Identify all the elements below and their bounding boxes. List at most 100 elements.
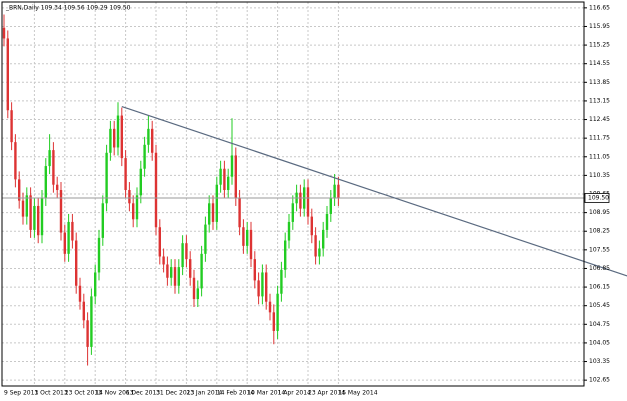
x-tick-label: 14 Feb 2014 xyxy=(217,390,255,397)
candle-body xyxy=(151,128,154,153)
candle-body xyxy=(200,253,203,289)
candle-body xyxy=(154,152,158,228)
x-tick-label: 1 Oct 2013 xyxy=(34,390,67,397)
candle-body xyxy=(56,184,59,191)
candle-body xyxy=(158,227,161,257)
y-tick-label: 102.65 xyxy=(589,377,610,384)
candle-body xyxy=(219,168,222,185)
candle-body xyxy=(82,301,85,321)
candle-body xyxy=(162,256,165,265)
x-tick-label: 31 Dec 2013 xyxy=(156,390,195,397)
candle-body xyxy=(189,259,192,278)
candle-body xyxy=(44,166,47,198)
candle-body xyxy=(120,115,123,159)
y-tick-label: 104.75 xyxy=(589,321,610,328)
candle-body xyxy=(48,150,51,167)
candle-body xyxy=(215,184,218,222)
y-tick-label: 111.05 xyxy=(589,153,610,160)
candle-body xyxy=(261,272,264,297)
candle-body xyxy=(143,144,146,169)
x-tick-label: 23 Jan 2014 xyxy=(186,390,222,397)
y-tick-label: 103.35 xyxy=(589,358,610,365)
y-tick-label: 106.85 xyxy=(589,265,610,272)
y-tick-label: 107.55 xyxy=(589,246,610,253)
candle-body xyxy=(37,205,40,236)
candle-body xyxy=(306,187,310,217)
y-tick-label: 106.15 xyxy=(589,284,610,291)
candle-body xyxy=(75,240,78,286)
candle-body xyxy=(29,195,32,230)
x-tick-label: 6 Dec 2013 xyxy=(126,390,161,397)
candle-body xyxy=(59,190,63,233)
trendline xyxy=(121,105,627,277)
x-tick-label: 10 Mar 2014 xyxy=(247,390,285,397)
x-tick-label: 15 May 2014 xyxy=(338,390,377,397)
candle-body xyxy=(6,38,9,111)
y-tick-label: 115.95 xyxy=(589,23,610,30)
candle-body xyxy=(128,190,131,204)
candle-body xyxy=(265,272,268,302)
last-price-label: 109.50 xyxy=(588,194,609,201)
candle-body xyxy=(227,176,230,191)
candle-body xyxy=(268,301,272,313)
candle-body xyxy=(322,229,325,249)
candle-body xyxy=(208,203,211,225)
candle-body xyxy=(318,248,321,257)
y-tick-label: 110.35 xyxy=(589,172,610,179)
candle-body xyxy=(124,158,127,191)
candle-body xyxy=(272,312,275,331)
candle-body xyxy=(90,296,93,347)
candle-body xyxy=(280,269,283,294)
y-tick-label: 115.25 xyxy=(589,42,610,49)
candle-body xyxy=(25,195,28,217)
x-tick-label: 23 Apr 2014 xyxy=(308,390,345,397)
x-tick-label: 9 Sep 2013 xyxy=(4,390,38,397)
candle-body xyxy=(230,155,234,177)
candle-body xyxy=(105,152,108,204)
candle-body xyxy=(192,277,196,300)
candle-body xyxy=(21,200,25,217)
candle-body xyxy=(52,150,55,185)
candle-body xyxy=(94,272,97,297)
candle-body xyxy=(257,280,260,297)
candle-body xyxy=(14,142,17,180)
candle-body xyxy=(329,197,332,214)
y-tick-label: 105.45 xyxy=(589,302,610,309)
candle-body xyxy=(287,221,291,241)
candle-body xyxy=(234,155,237,198)
y-tick-label: 108.25 xyxy=(589,228,610,235)
y-tick-label: 116.65 xyxy=(589,4,610,11)
candle-body xyxy=(242,227,245,246)
candle-body xyxy=(337,184,340,198)
candle-body xyxy=(238,197,241,228)
candle-body xyxy=(177,267,180,286)
candle-body xyxy=(116,115,120,148)
candle-body xyxy=(299,192,302,209)
candle-body xyxy=(276,293,279,331)
candle-body xyxy=(170,267,173,278)
chart-title: _BRN,Daily 109.34 109.56 109.29 109.50 xyxy=(5,5,131,12)
candle-body xyxy=(40,197,44,236)
y-tick-label: 113.85 xyxy=(589,79,610,86)
candle-body xyxy=(173,267,177,286)
candle-body xyxy=(78,285,82,302)
candle-body xyxy=(71,221,74,241)
last-price-box xyxy=(584,193,610,203)
candle-body xyxy=(314,235,317,257)
candle-body xyxy=(18,179,21,201)
candle-body xyxy=(333,184,336,198)
candle-body xyxy=(291,203,294,222)
candle-body xyxy=(33,205,36,230)
candle-body xyxy=(204,224,207,254)
candle-body xyxy=(325,213,329,230)
x-tick-label: 23 Oct 2013 xyxy=(65,390,102,397)
candle-body xyxy=(101,203,104,238)
candle-body xyxy=(63,232,66,254)
labels: 116.65 115.95 115.25 114.55 113.85 113.15 112.… xyxy=(4,4,610,396)
candle-body xyxy=(109,128,112,153)
x-tick-label: 1 Apr 2014 xyxy=(278,390,311,397)
y-tick-label: 104.05 xyxy=(589,339,610,346)
y-tick-label: 112.45 xyxy=(589,116,610,123)
